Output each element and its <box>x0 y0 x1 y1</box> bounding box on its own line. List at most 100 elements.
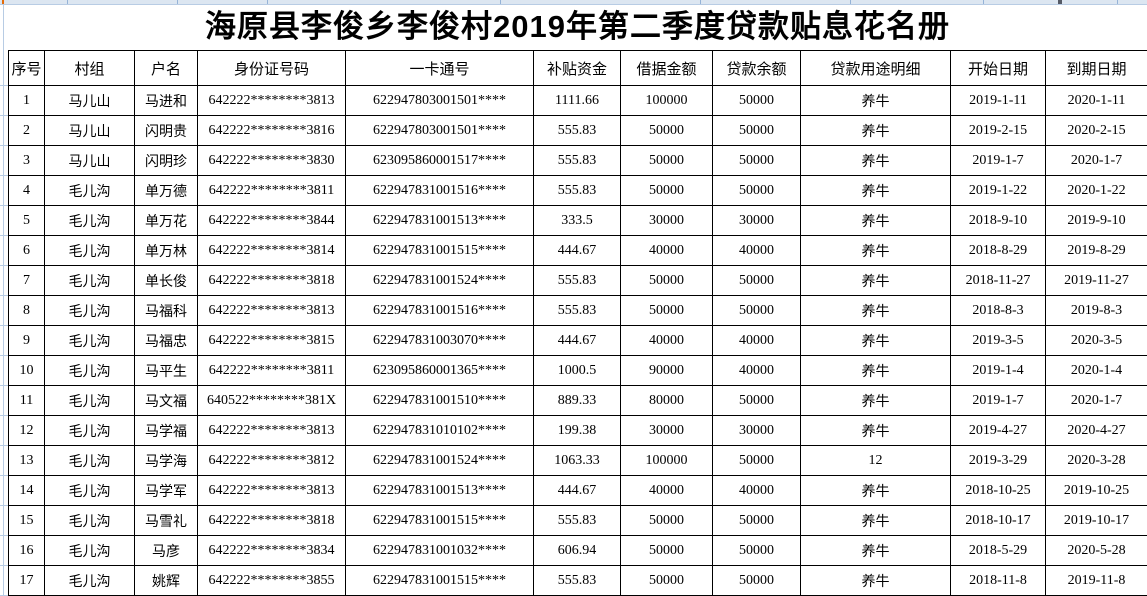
cell[interactable]: 2018-8-29 <box>951 236 1046 266</box>
cell[interactable]: 640522********381X <box>198 386 346 416</box>
cell[interactable]: 40000 <box>713 476 801 506</box>
cell[interactable]: 毛儿沟 <box>45 326 135 356</box>
cell[interactable]: 555.83 <box>534 296 621 326</box>
cell[interactable]: 2019-10-25 <box>1046 476 1147 506</box>
cell[interactable]: 2019-1-22 <box>951 176 1046 206</box>
cell[interactable]: 毛儿沟 <box>45 536 135 566</box>
cell[interactable]: 毛儿沟 <box>45 416 135 446</box>
cell[interactable]: 642222********3830 <box>198 146 346 176</box>
cell[interactable]: 2018-8-3 <box>951 296 1046 326</box>
cell[interactable]: 50000 <box>621 176 713 206</box>
cell[interactable]: 642222********3815 <box>198 326 346 356</box>
cell[interactable]: 622947831010102**** <box>346 416 534 446</box>
cell[interactable]: 2019-1-11 <box>951 86 1046 116</box>
cell[interactable]: 50000 <box>621 536 713 566</box>
cell[interactable]: 2019-4-27 <box>951 416 1046 446</box>
cell[interactable]: 2019-1-7 <box>951 386 1046 416</box>
cell[interactable]: 7 <box>9 266 45 296</box>
cell[interactable]: 2019-3-5 <box>951 326 1046 356</box>
cell[interactable]: 642222********3816 <box>198 116 346 146</box>
cell[interactable]: 50000 <box>621 506 713 536</box>
cell[interactable]: 毛儿沟 <box>45 296 135 326</box>
cell[interactable]: 622947831001032**** <box>346 536 534 566</box>
cell[interactable]: 11 <box>9 386 45 416</box>
cell[interactable]: 养牛 <box>801 86 951 116</box>
cell[interactable]: 养牛 <box>801 266 951 296</box>
cell[interactable]: 622947831001513**** <box>346 476 534 506</box>
column-header-loan-balance[interactable]: 贷款余额 <box>713 51 801 86</box>
cell[interactable]: 4 <box>9 176 45 206</box>
cell[interactable]: 622947831001515**** <box>346 506 534 536</box>
cell[interactable]: 50000 <box>713 446 801 476</box>
cell[interactable]: 622947831001524**** <box>346 266 534 296</box>
cell[interactable]: 毛儿沟 <box>45 446 135 476</box>
cell[interactable]: 2018-5-29 <box>951 536 1046 566</box>
cell[interactable]: 642222********3855 <box>198 566 346 596</box>
cell[interactable]: 622947831001524**** <box>346 446 534 476</box>
cell[interactable]: 622947831001515**** <box>346 236 534 266</box>
cell[interactable]: 毛儿沟 <box>45 236 135 266</box>
cell[interactable]: 90000 <box>621 356 713 386</box>
cell[interactable]: 10 <box>9 356 45 386</box>
cell[interactable]: 养牛 <box>801 566 951 596</box>
column-header-loan-amount[interactable]: 借据金额 <box>621 51 713 86</box>
column-header-household[interactable]: 户名 <box>135 51 198 86</box>
cell[interactable]: 8 <box>9 296 45 326</box>
cell[interactable]: 642222********3813 <box>198 86 346 116</box>
cell[interactable]: 养牛 <box>801 506 951 536</box>
cell[interactable]: 毛儿沟 <box>45 176 135 206</box>
column-header-start-date[interactable]: 开始日期 <box>951 51 1046 86</box>
cell[interactable]: 单万德 <box>135 176 198 206</box>
cell[interactable]: 马儿山 <box>45 146 135 176</box>
cell[interactable]: 30000 <box>621 206 713 236</box>
cell[interactable]: 9 <box>9 326 45 356</box>
cell[interactable]: 毛儿沟 <box>45 506 135 536</box>
cell[interactable]: 养牛 <box>801 176 951 206</box>
cell[interactable]: 50000 <box>621 116 713 146</box>
cell[interactable]: 马学海 <box>135 446 198 476</box>
cell[interactable]: 2018-11-27 <box>951 266 1046 296</box>
cell[interactable]: 养牛 <box>801 416 951 446</box>
cell[interactable]: 2 <box>9 116 45 146</box>
cell[interactable]: 2020-1-7 <box>1046 146 1147 176</box>
cell[interactable]: 马儿山 <box>45 116 135 146</box>
cell[interactable]: 2019-1-4 <box>951 356 1046 386</box>
cell[interactable]: 2019-3-29 <box>951 446 1046 476</box>
cell[interactable]: 2019-2-15 <box>951 116 1046 146</box>
cell[interactable]: 555.83 <box>534 176 621 206</box>
cell[interactable]: 555.83 <box>534 146 621 176</box>
cell[interactable]: 养牛 <box>801 236 951 266</box>
cell[interactable]: 养牛 <box>801 116 951 146</box>
cell[interactable]: 642222********3812 <box>198 446 346 476</box>
cell[interactable]: 17 <box>9 566 45 596</box>
cell[interactable]: 622947803001501**** <box>346 86 534 116</box>
cell[interactable]: 15 <box>9 506 45 536</box>
cell[interactable]: 养牛 <box>801 536 951 566</box>
cell[interactable]: 30000 <box>713 416 801 446</box>
cell[interactable]: 2020-3-5 <box>1046 326 1147 356</box>
cell[interactable]: 马进和 <box>135 86 198 116</box>
cell[interactable]: 50000 <box>713 566 801 596</box>
cell[interactable]: 555.83 <box>534 116 621 146</box>
cell[interactable]: 642222********3813 <box>198 416 346 446</box>
cell[interactable]: 2020-5-28 <box>1046 536 1147 566</box>
column-header-id-number[interactable]: 身份证号码 <box>198 51 346 86</box>
cell[interactable]: 50000 <box>621 296 713 326</box>
cell[interactable]: 2018-9-10 <box>951 206 1046 236</box>
cell[interactable]: 养牛 <box>801 326 951 356</box>
cell[interactable]: 1 <box>9 86 45 116</box>
cell[interactable]: 马平生 <box>135 356 198 386</box>
cell[interactable]: 2020-1-22 <box>1046 176 1147 206</box>
cell[interactable]: 5 <box>9 206 45 236</box>
cell[interactable]: 2020-2-15 <box>1046 116 1147 146</box>
column-header-end-date[interactable]: 到期日期 <box>1046 51 1147 86</box>
cell[interactable]: 642222********3813 <box>198 296 346 326</box>
cell[interactable]: 889.33 <box>534 386 621 416</box>
cell[interactable]: 马文福 <box>135 386 198 416</box>
cell[interactable]: 2019-1-7 <box>951 146 1046 176</box>
cell[interactable]: 444.67 <box>534 476 621 506</box>
cell[interactable]: 622947831003070**** <box>346 326 534 356</box>
cell[interactable]: 闪明贵 <box>135 116 198 146</box>
cell[interactable]: 马学福 <box>135 416 198 446</box>
cell[interactable]: 622947803001501**** <box>346 116 534 146</box>
